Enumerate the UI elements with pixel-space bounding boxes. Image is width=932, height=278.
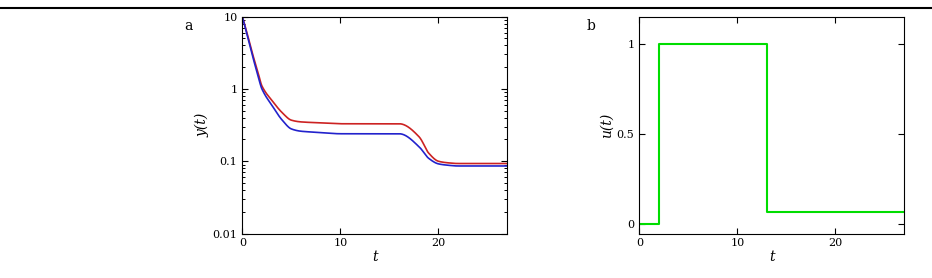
Y-axis label: u(t): u(t) (600, 113, 614, 138)
Y-axis label: y(t): y(t) (196, 113, 210, 137)
Text: b: b (586, 19, 596, 33)
X-axis label: t: t (372, 250, 377, 264)
X-axis label: t: t (769, 250, 774, 264)
Text: a: a (185, 19, 193, 33)
